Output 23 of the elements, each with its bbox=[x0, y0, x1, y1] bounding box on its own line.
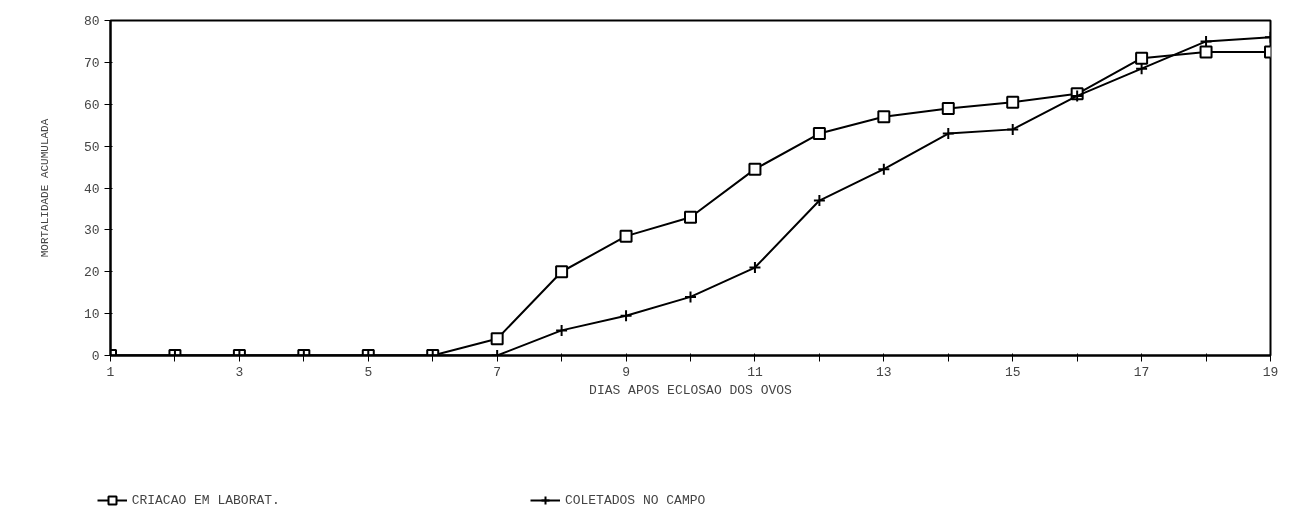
y-tick-label: 50 bbox=[83, 139, 100, 155]
x-tick-label: 5 bbox=[364, 364, 373, 380]
y-tick-label: 40 bbox=[83, 181, 100, 197]
y-tick-label: 30 bbox=[83, 223, 100, 239]
y-tick-label: 0 bbox=[91, 349, 100, 364]
x-tick-label: 3 bbox=[235, 364, 244, 380]
x-tick-label: 7 bbox=[493, 364, 502, 380]
x-tick-label: 19 bbox=[1262, 364, 1279, 380]
y-tick-label: 20 bbox=[83, 265, 100, 281]
y-tick-label: 80 bbox=[83, 14, 100, 29]
x-tick-label: 13 bbox=[876, 364, 892, 380]
y-tick-label: 10 bbox=[83, 307, 100, 323]
legend-label: CRIACAO EM LABORAT. bbox=[131, 492, 280, 508]
x-tick-label: 15 bbox=[1004, 364, 1021, 380]
y-tick-label: 70 bbox=[83, 55, 100, 71]
y-tick-label: 60 bbox=[83, 97, 100, 113]
x-tick-label: 17 bbox=[1133, 364, 1150, 380]
x-axis-title: DIAS APOS ECLOSAO DOS OVOS bbox=[589, 382, 793, 398]
x-tick-label: 1 bbox=[106, 364, 115, 380]
y-axis-title: MORTALIDADE ACUMULADA bbox=[38, 118, 51, 258]
x-tick-label: 11 bbox=[747, 364, 763, 380]
legend-label: COLETADOS NO CAMPO bbox=[564, 492, 706, 508]
x-tick-label: 9 bbox=[622, 364, 630, 380]
